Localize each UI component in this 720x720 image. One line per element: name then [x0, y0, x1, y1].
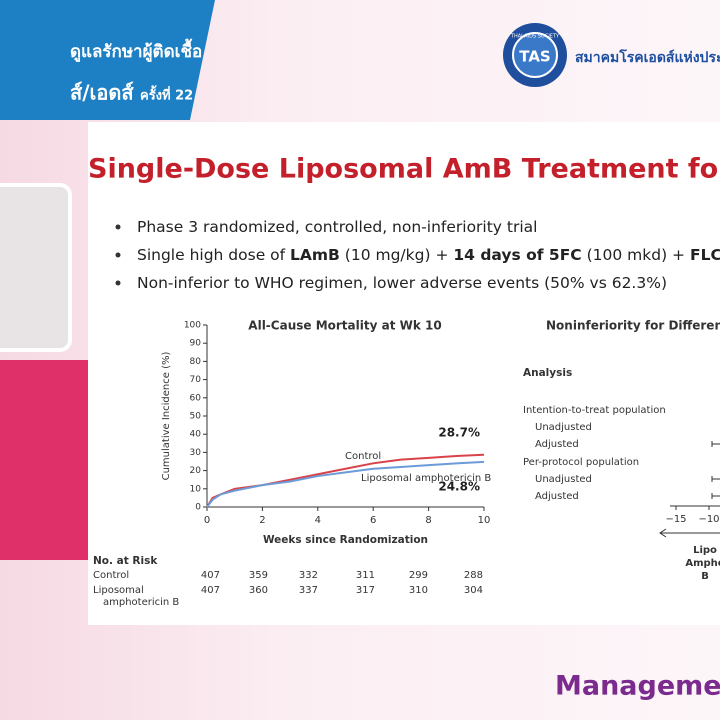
risk-value: 360: [249, 585, 268, 596]
y-tick-label: 10: [190, 484, 202, 494]
bullet-dot: [115, 280, 121, 286]
bullet: Phase 3 randomized, controlled, non-infe…: [137, 218, 537, 236]
y-tick-label: 20: [190, 466, 202, 476]
legend-entry: Liposomal amphotericin B: [361, 473, 491, 484]
logo-ring: THAI AIDS SOCIETY: [510, 34, 560, 40]
risk-value: 311: [356, 570, 375, 581]
risk-value: 332: [299, 570, 318, 581]
bullet: Single high dose of LAmB (10 mg/kg) + 14…: [137, 246, 720, 264]
forest-row: Adjusted: [535, 439, 579, 450]
end-label: 24.8%: [438, 479, 480, 493]
slide-title: Single-Dose Liposomal AmB Treatment for …: [88, 154, 720, 185]
risk-value: 304: [464, 585, 483, 596]
legend-entry: Control: [345, 451, 381, 462]
footer-text: Managemen: [555, 671, 720, 702]
forest-row: Intention-to-treat population: [523, 405, 666, 416]
speaker-video: [0, 183, 72, 352]
forest-axis-label: B: [701, 571, 709, 582]
bullet-segment: (100 mkd) +: [582, 246, 690, 264]
y-tick-label: 0: [195, 503, 201, 513]
risk-value: 317: [356, 585, 375, 596]
bullet-segment: Phase 3 randomized, controlled, non-infe…: [137, 218, 537, 236]
bullet-segment: Non-inferior to WHO regimen, lower adver…: [137, 274, 667, 292]
x-tick-label: 4: [315, 515, 321, 526]
forest-arrow: [659, 528, 720, 538]
forest-row: Adjusted: [535, 491, 579, 502]
risk-title: No. at Risk: [93, 555, 158, 567]
series-line: [206, 460, 485, 508]
org-name: สมาคมโรคเอดส์แห่งประ: [575, 48, 720, 66]
header-title: ส์/เอดส์: [70, 81, 134, 105]
bullet-segment: FLC: [690, 246, 720, 264]
x-tick-label: 0: [204, 515, 210, 526]
y-tick-label: 90: [190, 339, 202, 349]
forest-axis-label: Ampho: [685, 558, 720, 569]
x-tick-label: 8: [425, 515, 431, 526]
x-tick-label: 6: [370, 515, 376, 526]
slide: [88, 122, 720, 625]
bullet: Non-inferior to WHO regimen, lower adver…: [137, 274, 667, 292]
forest-tick-label: −15: [665, 514, 686, 525]
header-title: ดูแลรักษาผู้ติดเชื้อ: [70, 38, 202, 63]
forest-analysis: Analysis: [523, 367, 572, 379]
y-tick-label: 100: [184, 321, 201, 331]
y-tick-label: 70: [190, 375, 202, 385]
x-tick-label: 10: [478, 515, 491, 526]
bullet-dot: [115, 252, 121, 258]
forest-row: Per-protocol population: [523, 457, 639, 468]
y-tick-label: 30: [190, 448, 202, 458]
y-tick-label: 40: [190, 430, 202, 440]
forest-title: Noninferiority for Differenc: [546, 319, 720, 333]
risk-value: 407: [201, 570, 220, 581]
risk-value: 299: [409, 570, 428, 581]
risk-value: 407: [201, 585, 220, 596]
y-axis-label: Cumulative Incidence (%): [161, 352, 172, 481]
risk-value: 337: [299, 585, 318, 596]
risk-value: 310: [409, 585, 428, 596]
bullet-segment: LAmB: [290, 246, 340, 264]
logo-inner: [512, 32, 558, 78]
end-label: 28.7%: [438, 425, 480, 439]
header-banner: [0, 0, 215, 120]
side-panel: [0, 360, 88, 560]
risk-label: amphotericin B: [103, 597, 179, 608]
header-suffix: ครั้งที่ 22: [140, 85, 193, 104]
risk-value: 359: [249, 570, 268, 581]
x-axis-label: Weeks since Randomization: [263, 534, 428, 546]
y-tick-label: 60: [190, 393, 202, 403]
forest-tick-label: −10: [698, 514, 719, 525]
logo-text: TAS: [519, 48, 550, 66]
chart-title: All-Cause Mortality at Wk 10: [248, 319, 441, 333]
forest-row: Unadjusted: [535, 474, 592, 485]
y-tick-label: 80: [190, 357, 202, 367]
forest-row: Unadjusted: [535, 422, 592, 433]
bullet-dot: [115, 224, 121, 230]
bullet-segment: (10 mg/kg) +: [340, 246, 454, 264]
bullet-segment: Single high dose of: [137, 246, 290, 264]
y-tick-label: 50: [190, 412, 202, 422]
risk-label: Control: [93, 570, 129, 581]
risk-label: Liposomal: [93, 585, 144, 596]
bullet-segment: 14 days of 5FC: [453, 246, 581, 264]
risk-value: 288: [464, 570, 483, 581]
x-tick-label: 2: [259, 515, 265, 526]
forest-axis-label: Lipo: [693, 545, 717, 556]
